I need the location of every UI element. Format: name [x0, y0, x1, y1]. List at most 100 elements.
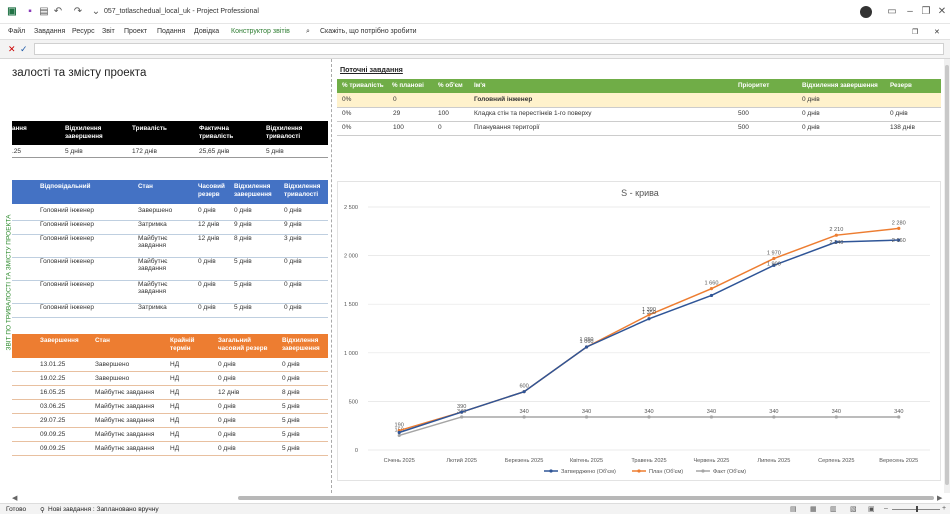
milestones-cell: 0 днів [218, 417, 236, 424]
resources-cell: 5 днів [234, 304, 252, 311]
menu-help[interactable]: Довідка [194, 28, 220, 35]
entry-field[interactable] [34, 43, 944, 55]
zoom-slider-thumb[interactable] [916, 506, 918, 512]
task-usage-icon[interactable]: ▦ [810, 506, 817, 513]
resources-cell: 12 днів [198, 235, 220, 242]
tell-me-icon[interactable]: ⌕ [306, 28, 310, 35]
current-cell: 0 днів [890, 110, 908, 117]
legend-marker [701, 469, 705, 473]
avatar[interactable] [860, 6, 872, 18]
resources-cell: 5 днів [234, 258, 252, 265]
data-point [460, 415, 464, 419]
menu-report-designer[interactable]: Конструктор звітів [231, 28, 290, 35]
close-window-icon[interactable]: ✕ [934, 29, 940, 36]
scroll-left-icon[interactable]: ◀ [12, 495, 18, 502]
restore-window-icon[interactable]: ❐ [912, 29, 919, 36]
milestones-cell: 29.07.25 [40, 417, 66, 424]
row-divider [12, 385, 328, 386]
data-label: 340 [519, 409, 528, 415]
milestones-col-finish: Завершення [40, 337, 79, 344]
row-divider [12, 280, 328, 281]
report-view-icon[interactable]: ▣ [868, 506, 875, 513]
current-cell: 0% [342, 96, 352, 103]
team-planner-icon[interactable]: ▥ [830, 506, 837, 513]
data-label: 390 [457, 404, 466, 410]
minimize-icon[interactable]: – [907, 6, 913, 17]
milestones-cell: 0 днів [218, 403, 236, 410]
horizontal-scrollbar[interactable]: ◀ ▶ [0, 493, 944, 503]
data-point [709, 415, 714, 419]
save-icon[interactable]: ▪ [28, 6, 32, 17]
menu-report[interactable]: Звіт [102, 28, 115, 35]
horizontal-scroll-thumb[interactable] [238, 496, 934, 500]
window-title: 057_totlaschedual_local_uk - Project Pro… [104, 8, 259, 15]
row-divider [12, 413, 328, 414]
current-cell: 100 [438, 110, 449, 117]
current-cell: 0 [438, 124, 442, 131]
data-label: 1 900 [767, 261, 781, 267]
data-point [834, 240, 838, 244]
cancel-icon[interactable]: ✕ [8, 44, 16, 54]
data-label: 340 [707, 409, 716, 415]
menu-view[interactable]: Подання [157, 28, 186, 35]
resources-cell: 0 днів [198, 258, 216, 265]
current-cell: 500 [738, 124, 749, 131]
milestones-cell: 0 днів [218, 361, 236, 368]
milestones-cell: 5 днів [282, 403, 300, 410]
row-divider [12, 455, 328, 456]
resources-col-owner: Відповідальний [40, 183, 91, 190]
format-icon[interactable]: ▤ [39, 6, 49, 17]
ribbon-options-icon[interactable]: ▭ [887, 6, 897, 17]
close-icon[interactable]: ✕ [937, 6, 947, 17]
resource-sheet-icon[interactable]: ▧ [850, 506, 857, 513]
milestones-cell: Майбутнє завдання [95, 445, 155, 452]
resources-cell: Майбутнє завдання [138, 281, 168, 295]
milestones-cell: 5 днів [282, 445, 300, 452]
legend-marker [637, 469, 641, 473]
row-divider [12, 317, 328, 318]
resources-cell: 0 днів [284, 207, 302, 214]
milestones-cell: 03.06.25 [40, 403, 66, 410]
current-col-priority: Пріоритет [738, 82, 770, 89]
milestones-cell: НД [170, 403, 180, 410]
menu-task[interactable]: Завдання [34, 28, 66, 35]
quick-access-chevron-icon[interactable]: ⌄ [91, 6, 101, 17]
resources-cell: 0 днів [234, 207, 252, 214]
data-point [397, 433, 401, 438]
title-bar: ▣ ▪ ▤ ↶ ↷ ⌄ 057_totlaschedual_local_uk -… [0, 0, 950, 24]
milestones-cell: 19.02.25 [40, 375, 66, 382]
redo-icon[interactable]: ↷ [73, 6, 83, 17]
summary-cell: 5 днів [266, 148, 284, 155]
x-tick-label: Червень 2025 [693, 458, 729, 464]
data-point [584, 415, 589, 419]
enter-icon[interactable]: ✓ [20, 44, 28, 54]
data-label: 340 [894, 409, 903, 415]
gantt-view-icon[interactable]: ▤ [790, 506, 797, 513]
current-col-slack: Резерв [890, 82, 912, 89]
current-tasks-title: Поточні завдання [340, 65, 403, 74]
zoom-out-icon[interactable]: – [884, 505, 888, 512]
s-curve-chart[interactable]: S - крива 0 500 1 000 1 500 2 000 2 500 Січень … [337, 181, 941, 481]
menu-resource[interactable]: Ресурс [72, 28, 95, 35]
resources-cell: 0 днів [284, 281, 302, 288]
data-label: 1 390 [642, 307, 656, 313]
current-cell: 0 [393, 96, 397, 103]
milestones-cell: 5 днів [282, 417, 300, 424]
scroll-right-icon[interactable]: ▶ [937, 495, 943, 502]
undo-icon[interactable]: ↶ [53, 6, 63, 17]
tell-me-box[interactable]: Скажіть, що потрібно зробити [320, 28, 417, 35]
menu-file[interactable]: Файл [8, 28, 26, 35]
current-cell: 0 днів [802, 110, 820, 117]
data-point [647, 313, 651, 317]
zoom-in-icon[interactable]: + [942, 505, 947, 512]
series-line [399, 416, 899, 437]
vertical-scroll-thumb[interactable] [945, 65, 949, 485]
resources-col-slack: Часовий резерв [198, 183, 225, 198]
status-new-tasks[interactable]: Нові завдання : Заплановано вручну [48, 506, 159, 513]
vertical-scrollbar[interactable] [944, 59, 950, 493]
restore-icon[interactable]: ❐ [921, 6, 931, 17]
y-tick-label: 1 000 [344, 351, 358, 357]
project-app-icon: ▣ [7, 6, 17, 17]
menu-project[interactable]: Проект [124, 28, 148, 35]
data-point [897, 415, 901, 419]
